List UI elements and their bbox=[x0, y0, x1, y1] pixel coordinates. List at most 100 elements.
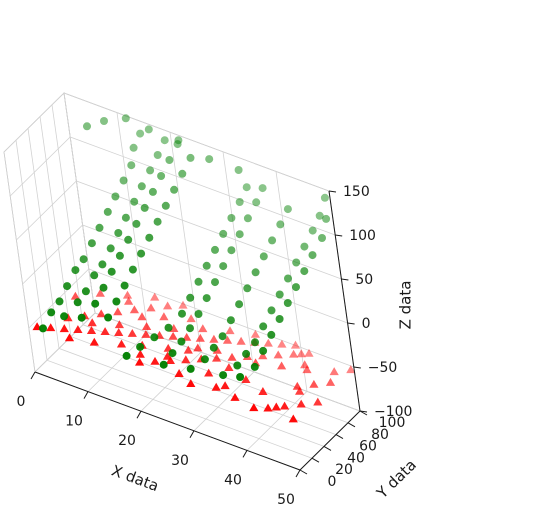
grid-lines bbox=[3, 92, 361, 471]
data-point-triangle bbox=[302, 365, 312, 374]
data-point-circle bbox=[227, 214, 236, 222]
data-point-circle bbox=[111, 192, 120, 201]
data-point-circle bbox=[211, 245, 219, 254]
data-point-circle bbox=[186, 364, 195, 373]
data-point-triangle bbox=[220, 381, 230, 390]
data-point-circle bbox=[112, 297, 121, 306]
data-point-triangle bbox=[346, 365, 356, 374]
data-point-circle bbox=[129, 143, 138, 152]
data-point-circle bbox=[144, 125, 153, 134]
data-point-triangle bbox=[280, 401, 290, 410]
data-point-triangle bbox=[296, 349, 306, 358]
data-point-circle bbox=[243, 214, 252, 223]
data-point-circle bbox=[168, 349, 177, 358]
data-point-circle bbox=[98, 260, 107, 269]
data-point-triangle bbox=[296, 399, 306, 408]
data-point-triangle bbox=[224, 363, 234, 371]
y-tick-label: 0 bbox=[328, 474, 337, 490]
data-point-circle bbox=[292, 258, 301, 267]
data-point-circle bbox=[103, 207, 112, 216]
data-point-circle bbox=[227, 246, 236, 255]
data-point-triangle bbox=[289, 349, 299, 358]
data-point-circle bbox=[186, 153, 195, 162]
data-point-triangle bbox=[178, 300, 188, 309]
data-point-circle bbox=[267, 306, 276, 315]
data-point-triangle bbox=[290, 340, 301, 349]
data-point-circle bbox=[276, 220, 285, 229]
data-point-triangle bbox=[146, 303, 156, 312]
data-point-triangle bbox=[249, 403, 259, 412]
data-point-circle bbox=[87, 239, 96, 248]
z-tick-label: 0 bbox=[362, 316, 371, 332]
data-point-circle bbox=[153, 217, 162, 226]
data-point-triangle bbox=[100, 327, 110, 335]
data-point-triangle bbox=[141, 330, 151, 338]
data-point-circle bbox=[124, 235, 133, 244]
data-point-triangle bbox=[150, 356, 160, 365]
z-tick-label: 50 bbox=[355, 272, 373, 288]
x-tick-mark bbox=[136, 410, 142, 419]
data-point-triangle bbox=[193, 343, 203, 352]
data-point-triangle bbox=[127, 329, 137, 337]
data-point-circle bbox=[259, 252, 268, 261]
data-point-triangle bbox=[195, 333, 205, 342]
data-point-circle bbox=[174, 136, 183, 145]
x-tick-label: 10 bbox=[65, 414, 83, 430]
data-point-triangle bbox=[46, 323, 56, 332]
z-tick-label: −100 bbox=[374, 404, 412, 420]
data-point-circle bbox=[178, 169, 187, 178]
y-tick-label: 20 bbox=[335, 462, 353, 478]
data-point-circle bbox=[283, 299, 292, 307]
data-point-triangle bbox=[295, 386, 305, 395]
data-point-circle bbox=[63, 282, 72, 291]
x-tick-label: 50 bbox=[277, 492, 295, 508]
data-point-triangle bbox=[159, 312, 169, 321]
data-point-circle bbox=[235, 300, 244, 309]
data-point-triangle bbox=[64, 333, 75, 342]
data-point-circle bbox=[130, 197, 139, 206]
data-point-triangle bbox=[73, 325, 83, 333]
data-point-triangle bbox=[86, 326, 97, 334]
data-point-triangle bbox=[186, 379, 196, 387]
data-point-triangle bbox=[222, 335, 233, 344]
data-points bbox=[32, 114, 356, 423]
y-tick-mark bbox=[335, 434, 344, 440]
data-point-circle bbox=[320, 193, 329, 202]
data-point-circle bbox=[211, 278, 219, 287]
z-tick-label: 150 bbox=[343, 184, 370, 200]
data-point-circle bbox=[267, 330, 276, 339]
data-point-triangle bbox=[174, 369, 184, 377]
data-point-circle bbox=[120, 281, 129, 290]
data-point-circle bbox=[150, 333, 159, 342]
data-point-triangle bbox=[263, 338, 273, 347]
data-point-triangle bbox=[309, 379, 319, 388]
data-point-circle bbox=[177, 337, 186, 346]
data-point-triangle bbox=[258, 387, 268, 395]
data-point-triangle bbox=[212, 353, 222, 362]
data-point-triangle bbox=[211, 382, 221, 391]
data-point-circle bbox=[159, 360, 168, 369]
data-point-circle bbox=[132, 219, 141, 228]
y-tick-label: 100 bbox=[379, 415, 406, 431]
data-point-circle bbox=[236, 373, 245, 381]
data-point-circle bbox=[219, 229, 228, 238]
data-point-circle bbox=[95, 223, 104, 232]
data-point-triangle bbox=[277, 339, 287, 348]
data-point-circle bbox=[284, 274, 292, 283]
data-point-circle bbox=[39, 324, 47, 333]
data-point-circle bbox=[259, 322, 268, 331]
y-grid-line bbox=[51, 104, 349, 424]
data-point-triangle bbox=[258, 351, 268, 360]
data-point-circle bbox=[161, 201, 170, 210]
data-point-circle bbox=[283, 205, 292, 214]
data-point-triangle bbox=[150, 292, 160, 301]
data-point-circle bbox=[106, 244, 115, 253]
data-point-triangle bbox=[271, 402, 281, 411]
data-point-circle bbox=[186, 324, 194, 333]
floor-pane bbox=[34, 312, 361, 471]
data-point-circle bbox=[122, 351, 131, 360]
data-point-triangle bbox=[96, 309, 106, 318]
data-point-triangle bbox=[182, 332, 192, 341]
data-point-triangle bbox=[304, 348, 314, 357]
